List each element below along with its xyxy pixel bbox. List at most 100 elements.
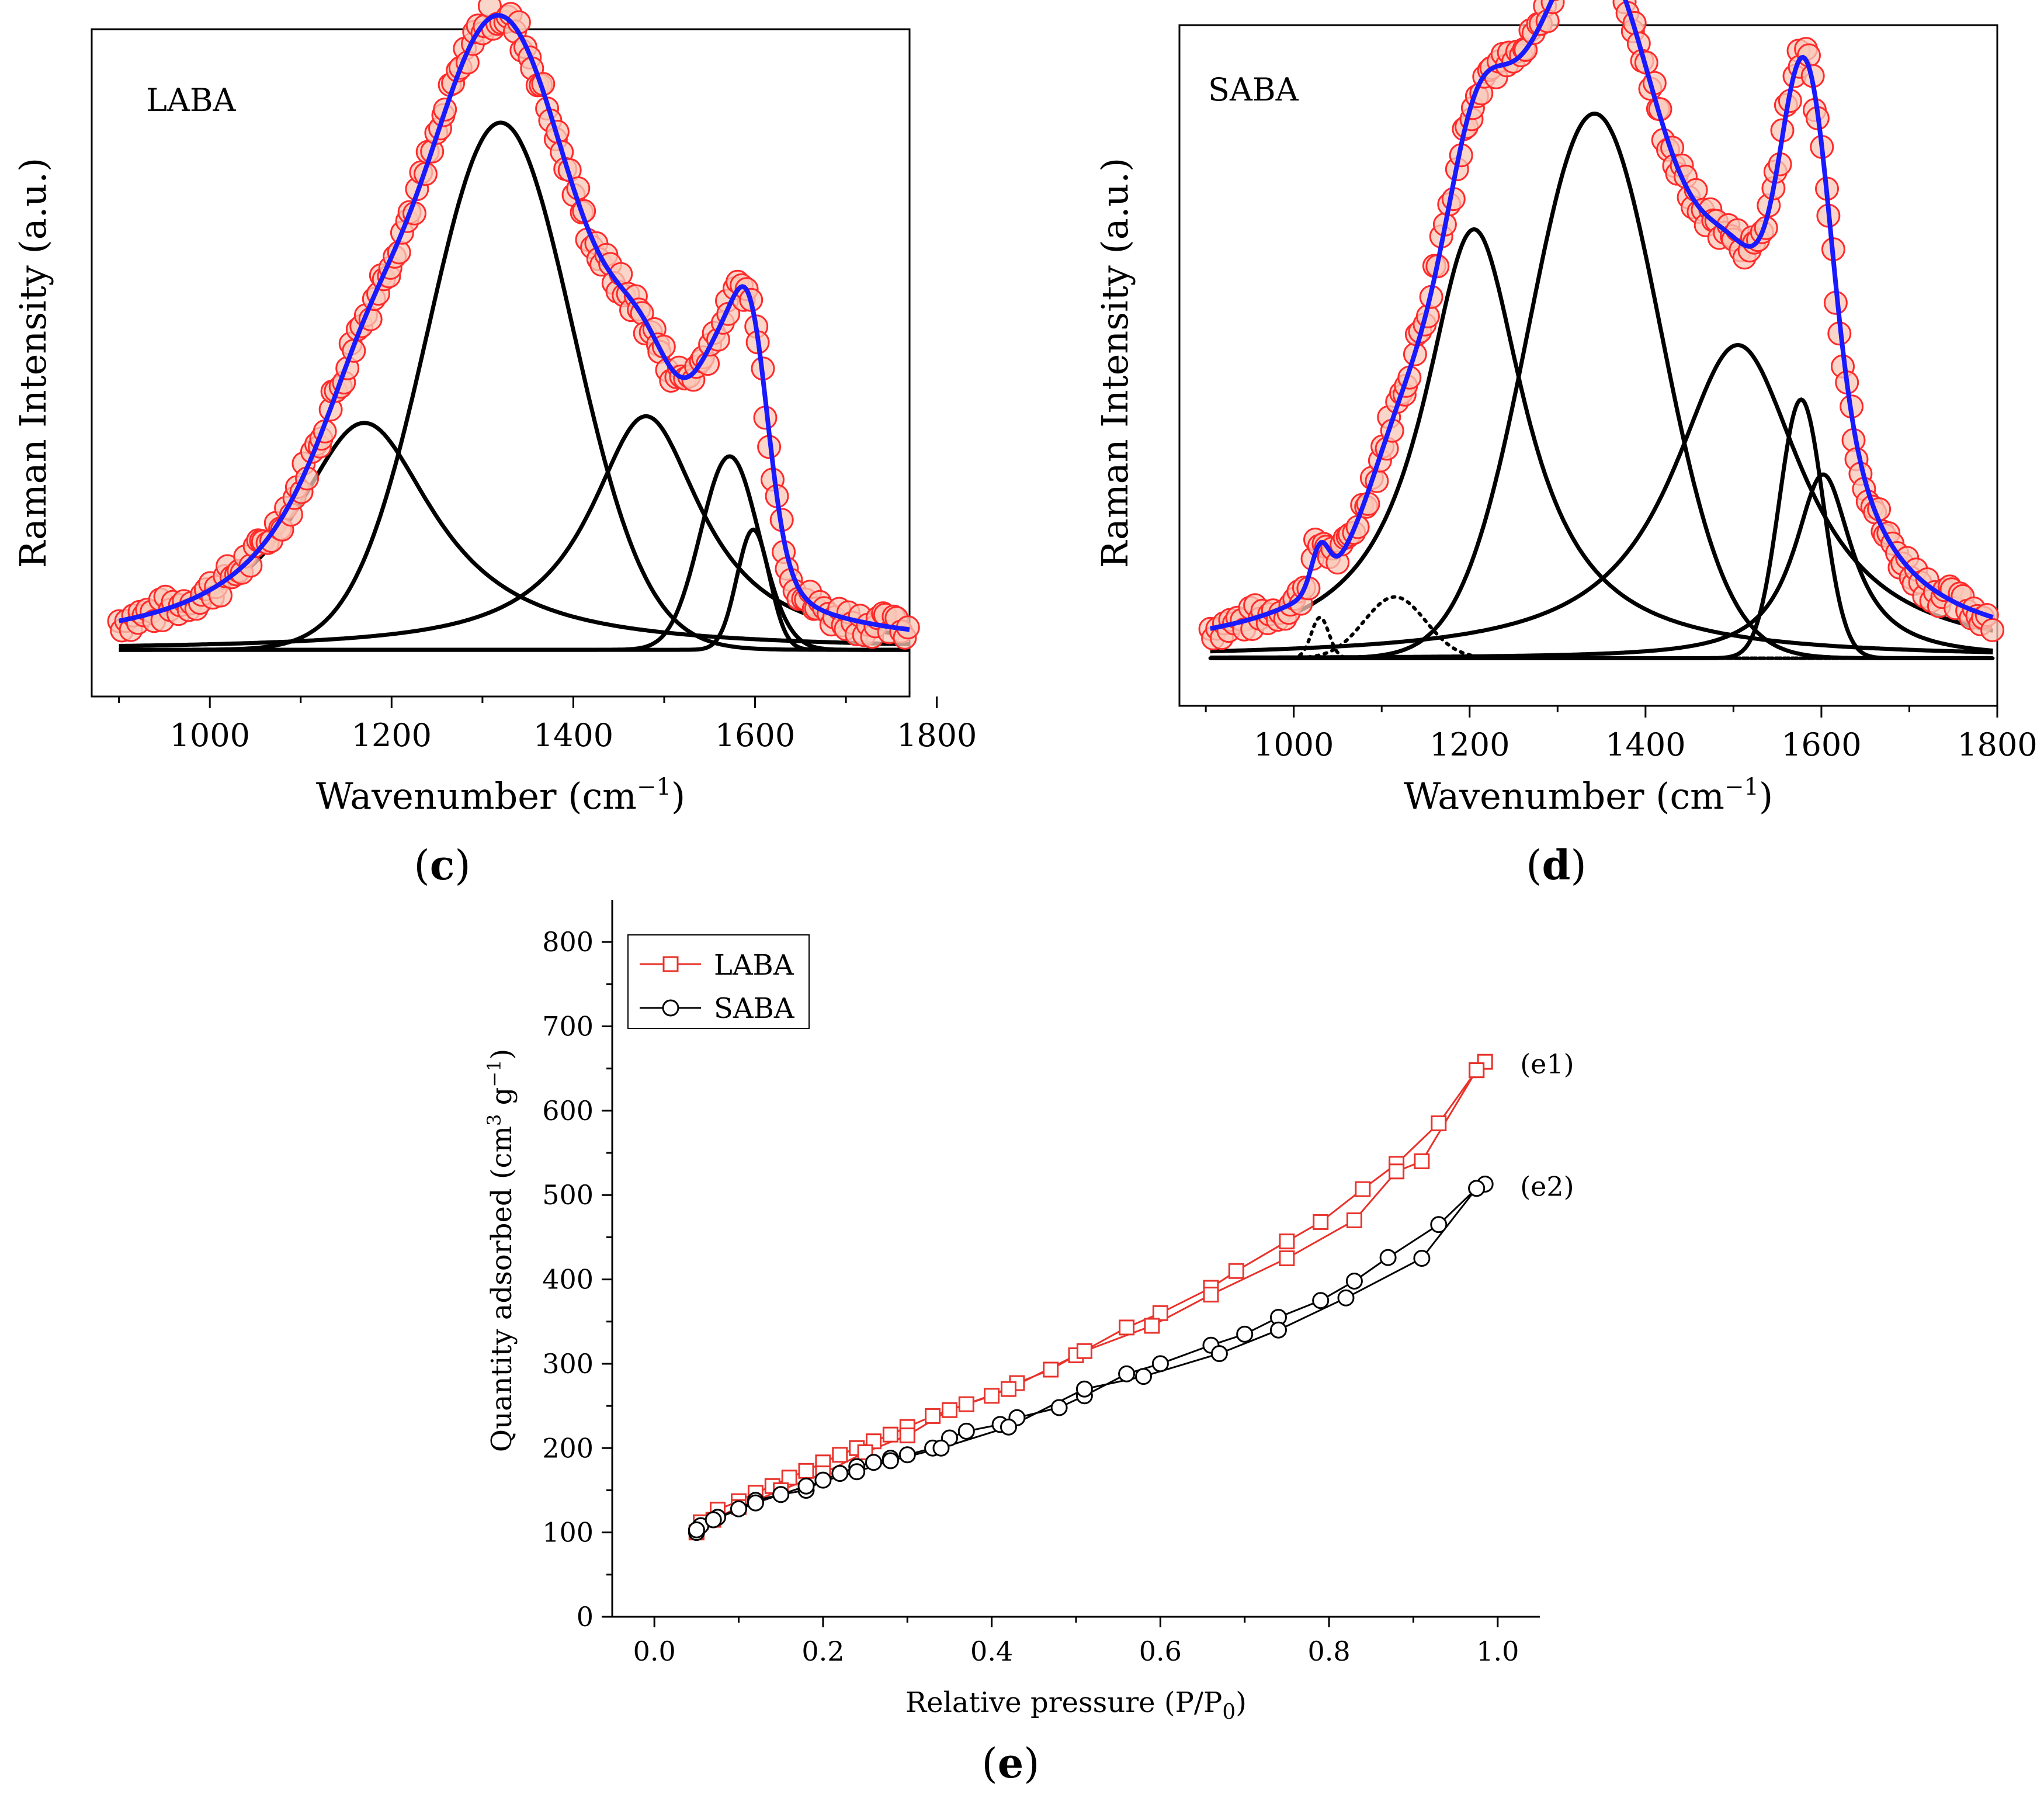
isotherm-chart: 0.0 0.2 0.4 0.6 0.8 1.0 0 100 200 300 400 500 600 700… — [483, 900, 1574, 1787]
data-point — [1236, 1325, 1254, 1343]
panel-caption: (c) — [414, 841, 470, 889]
data-point — [1144, 1318, 1160, 1334]
data-point — [797, 1477, 815, 1495]
fit-component-3 — [1210, 227, 1993, 654]
data-point — [984, 1388, 1000, 1404]
y-axis-label: Quantity adsorbed (cm3 g−1) — [483, 1049, 518, 1452]
fit-component-5 — [119, 527, 910, 652]
x-tick-label: 1400 — [533, 717, 613, 754]
y-tick-label: 100 — [542, 1517, 594, 1548]
x-tick-label: 0.8 — [1308, 1635, 1351, 1667]
data-point — [857, 1444, 873, 1460]
y-tick-label: 0 — [577, 1601, 594, 1633]
data-point — [1118, 1365, 1136, 1382]
x-tick-label: 1200 — [1429, 726, 1509, 763]
fit-component-7 — [1210, 472, 1993, 660]
series-annotation: (e1) — [1520, 1048, 1574, 1080]
data-point — [1152, 1305, 1168, 1321]
series-line — [696, 1061, 1486, 1533]
legend-marker-laba — [662, 956, 679, 972]
data-point — [1413, 1250, 1431, 1267]
data-point — [1050, 1399, 1068, 1416]
data-point — [1414, 1153, 1430, 1169]
data-point — [1431, 1115, 1447, 1131]
y-axis-label-sup1: 3 — [483, 1114, 505, 1126]
data-point — [747, 1494, 764, 1512]
inset-label: LABA — [146, 82, 237, 119]
data-point — [1119, 1319, 1135, 1336]
x-axis-label-sub: 0 — [1222, 1700, 1236, 1724]
raw-point — [1980, 618, 2005, 642]
data-point — [942, 1402, 957, 1418]
x-axis-label: Wavenumber (cm−1) — [316, 774, 685, 817]
data-point — [1000, 1418, 1017, 1436]
data-point — [1313, 1214, 1329, 1230]
y-tick-label: 500 — [542, 1179, 594, 1211]
y-axis-label: Raman Intensity (a.u.) — [12, 158, 54, 568]
x-tick-label: 1200 — [352, 717, 432, 754]
x-axis-ticks: 1000 1200 1400 1600 1800 — [1205, 706, 2038, 763]
y-tick-label: 600 — [542, 1095, 594, 1127]
data-point — [899, 1427, 915, 1444]
series-annotation: (e2) — [1520, 1171, 1574, 1203]
plot-frame — [1178, 24, 1998, 707]
data-point — [1270, 1321, 1287, 1339]
data-point — [772, 1486, 790, 1503]
data-point — [1135, 1368, 1152, 1385]
fit-component-5 — [1210, 342, 1994, 654]
data-point — [848, 1463, 866, 1481]
legend-box — [627, 934, 810, 1029]
data-point — [958, 1396, 974, 1412]
data-point — [1203, 1287, 1219, 1303]
y-tick-label: 800 — [542, 926, 594, 958]
y-tick-label: 700 — [542, 1011, 594, 1042]
data-point — [898, 1446, 916, 1464]
fit-components — [1208, 112, 1995, 660]
x-tick-label: 1000 — [1254, 726, 1334, 763]
data-point — [798, 1463, 814, 1479]
y-tick-label: 200 — [542, 1432, 594, 1464]
x-tick-label: 1800 — [897, 717, 977, 754]
x-tick-label: 0.2 — [801, 1635, 844, 1667]
x-tick-label: 0.0 — [633, 1635, 676, 1667]
legend-label-laba: LABA — [714, 949, 794, 982]
data-point — [1279, 1233, 1295, 1250]
x-tick-label: 1000 — [170, 717, 250, 754]
data-point — [1001, 1381, 1016, 1397]
legend-marker-saba — [662, 999, 679, 1017]
x-axis-label-sup: −1 — [1724, 774, 1759, 801]
y-tick-label: 300 — [542, 1348, 594, 1380]
raw-data-points — [1198, 0, 2005, 650]
data-point — [705, 1511, 722, 1529]
data-point — [831, 1465, 849, 1482]
legend-label-saba: SABA — [714, 992, 795, 1025]
data-point — [1337, 1289, 1355, 1307]
data-point — [1279, 1250, 1295, 1266]
data-point — [1389, 1163, 1405, 1180]
raw-data-points — [107, 0, 920, 650]
x-tick-label: 1400 — [1605, 726, 1685, 763]
fit-components — [119, 120, 910, 652]
data-point — [1312, 1292, 1330, 1309]
panel-caption: (e) — [981, 1739, 1039, 1787]
x-tick-label: 0.4 — [970, 1635, 1013, 1667]
data-point — [1345, 1273, 1363, 1290]
data-point — [1043, 1361, 1059, 1378]
series-saba: (e2) — [688, 1171, 1574, 1541]
fit-envelope-line — [118, 13, 910, 632]
x-axis-label: Wavenumber (cm−1) — [1404, 774, 1773, 817]
panel-caption: (d) — [1526, 841, 1587, 889]
data-point — [1468, 1180, 1486, 1197]
data-point — [925, 1408, 941, 1424]
isotherm-series: (e1) (e2) — [688, 1048, 1574, 1541]
data-point — [814, 1471, 832, 1489]
x-tick-label: 0.6 — [1139, 1635, 1182, 1667]
data-point — [1379, 1249, 1397, 1266]
y-tick-label: 400 — [542, 1264, 594, 1295]
data-point — [957, 1422, 975, 1440]
data-point — [1469, 1062, 1485, 1079]
data-point — [688, 1521, 705, 1538]
x-axis-label-sup: −1 — [637, 774, 671, 801]
x-axis-label: Relative pressure (P/P0) — [905, 1686, 1247, 1724]
data-point — [1076, 1343, 1092, 1359]
